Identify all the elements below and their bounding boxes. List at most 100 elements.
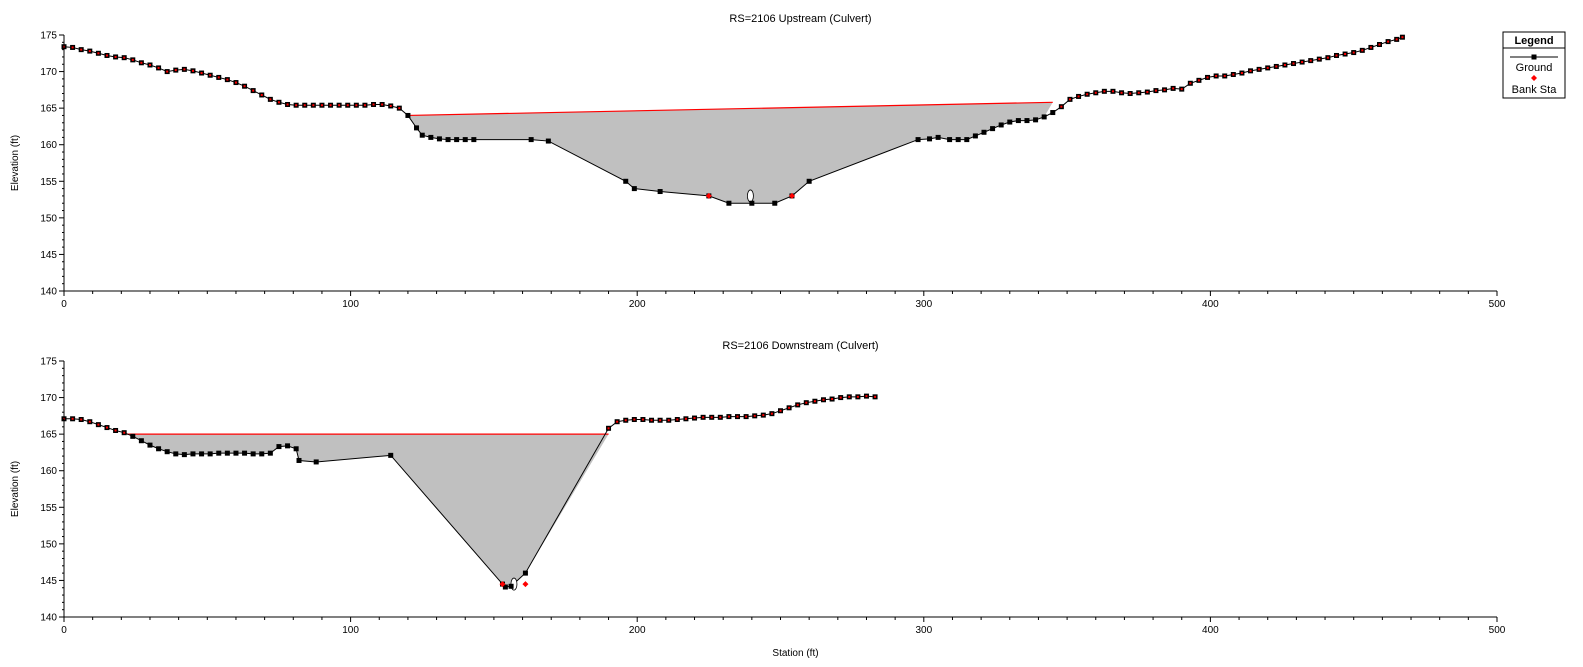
ground-point-highlight bbox=[1301, 61, 1304, 64]
downstream-cross-section-plot: RS=2106 Downstream (Culvert) 140 145 150 155… bbox=[10, 340, 1506, 659]
ground-point-highlight bbox=[1068, 98, 1071, 101]
ground-point bbox=[1033, 117, 1039, 123]
legend-ground-label: Ground bbox=[1516, 62, 1553, 74]
ground-point bbox=[199, 451, 205, 457]
ground-point bbox=[388, 452, 394, 458]
ground-point-highlight bbox=[252, 89, 255, 92]
bank-station-point bbox=[788, 192, 795, 199]
ground-point-highlight bbox=[71, 46, 74, 49]
bank-station-point bbox=[705, 192, 712, 199]
ground-point-highlight bbox=[796, 403, 799, 406]
ground-point-highlight bbox=[200, 72, 203, 75]
ground-point bbox=[990, 126, 996, 132]
ground-point-highlight bbox=[88, 420, 91, 423]
ground-point-highlight bbox=[848, 395, 851, 398]
ground-point-highlight bbox=[1387, 40, 1390, 43]
y-tick-label: 175 bbox=[40, 357, 57, 368]
ground-point-highlight bbox=[822, 398, 825, 401]
ground-point bbox=[130, 433, 136, 439]
ground-point bbox=[267, 450, 273, 456]
ground-point bbox=[947, 137, 953, 143]
ground-point bbox=[156, 446, 162, 452]
ground-point bbox=[915, 137, 921, 143]
ground-point-highlight bbox=[1266, 66, 1269, 69]
ground-point-highlight bbox=[1352, 51, 1355, 54]
ground-point-highlight bbox=[1163, 88, 1166, 91]
ground-point bbox=[623, 178, 629, 184]
ground-point-highlight bbox=[607, 427, 610, 430]
ground-point-highlight bbox=[856, 395, 859, 398]
ground-point-highlight bbox=[1249, 69, 1252, 72]
y-tick-label: 140 bbox=[40, 287, 57, 298]
ground-point-highlight bbox=[1309, 59, 1312, 62]
ground-point-highlight bbox=[1335, 54, 1338, 57]
ground-point-highlight bbox=[166, 70, 169, 73]
ground-point bbox=[313, 459, 319, 465]
ground-point-highlight bbox=[1094, 91, 1097, 94]
ground-point bbox=[216, 450, 222, 456]
ground-point-highlight bbox=[372, 103, 375, 106]
ground-point-highlight bbox=[123, 56, 126, 59]
ground-point-highlight bbox=[312, 104, 315, 107]
ground-point bbox=[749, 200, 755, 206]
ground-point bbox=[405, 112, 411, 118]
ground-point-highlight bbox=[650, 419, 653, 422]
ground-point bbox=[190, 451, 196, 457]
ground-point bbox=[428, 134, 434, 140]
ground-point bbox=[454, 137, 460, 143]
ground-point-highlight bbox=[813, 400, 816, 403]
ground-point bbox=[445, 137, 451, 143]
ground-point-highlight bbox=[329, 104, 332, 107]
culvert-opening-icon bbox=[747, 189, 754, 203]
ground-point-highlight bbox=[839, 396, 842, 399]
water-surface-line bbox=[407, 101, 1053, 117]
y-tick-label: 150 bbox=[40, 213, 57, 224]
x-tick-label: 300 bbox=[915, 299, 932, 310]
ground-point bbox=[955, 137, 961, 143]
ground-point bbox=[207, 451, 213, 457]
ground-point-highlight bbox=[702, 416, 705, 419]
ground-point-highlight bbox=[1111, 90, 1114, 93]
ground-point-highlight bbox=[243, 85, 246, 88]
ground-point-highlight bbox=[389, 104, 392, 107]
y-tick-label: 160 bbox=[40, 140, 57, 151]
ground-point bbox=[138, 438, 144, 444]
ground-point-highlight bbox=[71, 417, 74, 420]
ground-point-highlight bbox=[1146, 91, 1149, 94]
ground-point-highlight bbox=[1283, 63, 1286, 66]
ground-point-highlight bbox=[105, 426, 108, 429]
ground-point bbox=[164, 449, 170, 455]
y-tick-label: 170 bbox=[40, 67, 57, 78]
ground-point bbox=[1050, 110, 1056, 116]
y-tick-label: 150 bbox=[40, 539, 57, 550]
ground-point-highlight bbox=[260, 93, 263, 96]
ground-point-highlight bbox=[174, 69, 177, 72]
ground-point bbox=[545, 138, 551, 144]
ground-point-highlight bbox=[676, 418, 679, 421]
ground-point bbox=[293, 446, 299, 452]
ground-point-highlight bbox=[616, 420, 619, 423]
x-axis-label: Station (ft) bbox=[772, 648, 818, 659]
ground-point-highlight bbox=[779, 409, 782, 412]
y-tick-label: 170 bbox=[40, 393, 57, 404]
ground-point bbox=[419, 132, 425, 138]
ground-point-highlight bbox=[157, 66, 160, 69]
ground-point-highlight bbox=[693, 417, 696, 420]
ground-point-highlight bbox=[140, 61, 143, 64]
y-tick-label: 165 bbox=[40, 430, 57, 441]
ground-point-highlight bbox=[1129, 92, 1132, 95]
x-tick-label: 200 bbox=[629, 625, 646, 636]
legend-box: Legend Ground Bank Sta bbox=[1502, 31, 1566, 99]
chart-title: RS=2106 Upstream (Culvert) bbox=[729, 13, 871, 25]
ground-point-highlight bbox=[805, 401, 808, 404]
ground-point-highlight bbox=[1086, 93, 1089, 96]
ground-point-highlight bbox=[1361, 49, 1364, 52]
y-tick-label: 165 bbox=[40, 104, 57, 115]
ground-point bbox=[1024, 118, 1030, 124]
ground-point-highlight bbox=[788, 406, 791, 409]
ground-point-highlight bbox=[1401, 36, 1404, 39]
legend-ground-marker bbox=[1531, 54, 1537, 60]
ground-point-highlight bbox=[865, 395, 868, 398]
ground-point-highlight bbox=[80, 418, 83, 421]
ground-point bbox=[522, 570, 528, 576]
